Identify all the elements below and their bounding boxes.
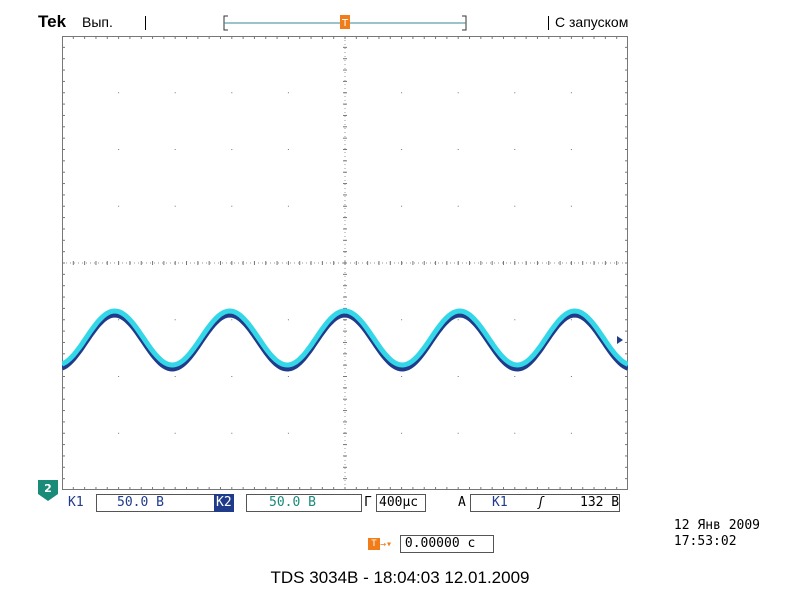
channel-status-bar: К1 50.0 В К2 50.0 В Г 400µc A К1 ʃ 132 В <box>62 494 632 512</box>
arrow-icon: →▾ <box>380 539 393 550</box>
graticule[interactable] <box>62 36 628 490</box>
trigger-mode: С запуском <box>555 14 629 30</box>
time-value: 17:53:02 <box>673 534 737 549</box>
trigger-type: A <box>458 495 466 510</box>
trigger-offset-value[interactable]: 0.00000 c <box>399 535 495 553</box>
trigger-offset-icon: T <box>368 537 380 550</box>
ch1-ground-marker-icon <box>617 336 623 344</box>
ch2-waveform <box>62 308 628 368</box>
trigger-level[interactable]: 132 В <box>580 495 620 510</box>
image-caption: TDS 3034B - 18:04:03 12.01.2009 <box>270 568 530 587</box>
trigger-position-icon: T <box>340 15 350 29</box>
timebase-value[interactable]: 400µc <box>376 494 426 512</box>
ch2-scale[interactable]: 50.0 В <box>246 494 362 512</box>
ch2-label[interactable]: К2 <box>214 494 234 512</box>
svg-text:T: T <box>341 18 349 29</box>
grid <box>62 36 628 490</box>
brand-logo: Tek <box>38 12 67 31</box>
trigger-source[interactable]: К1 <box>492 495 508 510</box>
ch1-scale[interactable]: 50.0 В <box>96 494 224 512</box>
svg-text:2: 2 <box>44 482 52 495</box>
horizontal-label: Г <box>364 495 372 510</box>
ch1-label[interactable]: К1 <box>68 495 84 510</box>
ch1-waveform <box>62 312 628 372</box>
header-divider <box>145 16 146 30</box>
trigger-offset: T →▾ 0.00000 c <box>368 535 495 553</box>
ch2-marker-icon: 2 <box>38 480 58 501</box>
datetime-display: 12 Янв 2009 17:53:02 <box>674 518 760 550</box>
acquisition-state: Вып. <box>82 14 113 30</box>
header-divider <box>548 16 549 30</box>
date-value: 12 Янв 2009 <box>673 518 760 533</box>
trigger-slope-icon: ʃ <box>537 495 545 510</box>
